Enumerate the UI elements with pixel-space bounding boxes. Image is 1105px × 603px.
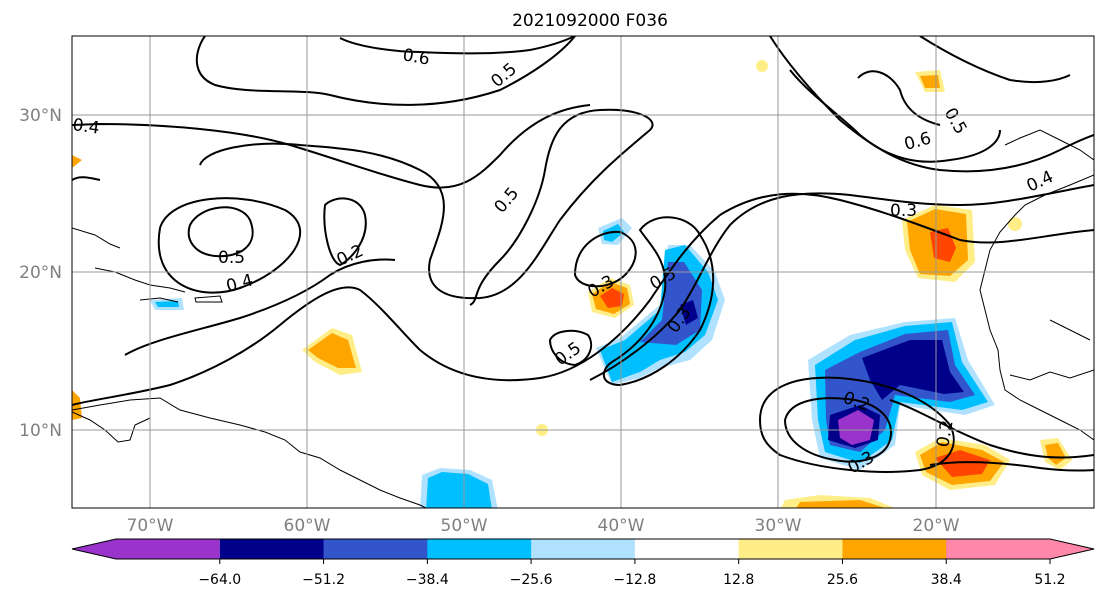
contour-label: 0.3 xyxy=(890,201,917,221)
lat-label-20n: 20°N xyxy=(19,263,62,283)
contour-0.3-west xyxy=(72,192,1094,406)
contour-0.2-east-low xyxy=(758,376,955,473)
lon-label-20w: 20°W xyxy=(913,516,960,536)
contour-0.4-loop xyxy=(199,108,654,306)
colorbar-segments xyxy=(72,539,1094,559)
colorbar-tick-label: −64.0 xyxy=(198,572,241,588)
colorbar: −64.0 −51.2 −38.4 −25.6 −12.8 12.8 25.6 38.4 51.… xyxy=(71,538,1095,588)
colorbar-segment xyxy=(738,539,843,559)
colorbar-segment xyxy=(634,539,740,559)
contour-label: 0.4 xyxy=(71,115,101,139)
lon-label-50w: 50°W xyxy=(441,516,488,536)
negative-anomaly-east-peak xyxy=(838,410,874,445)
negative-anomaly-east-deep xyxy=(862,340,964,400)
colorbar-tick-label: 12.8 xyxy=(723,572,754,588)
contour-0.2-west xyxy=(124,258,396,356)
map-title: 2021092000 F036 xyxy=(512,11,668,31)
colorbar-segment xyxy=(72,539,220,559)
lon-label-30w: 30°W xyxy=(755,516,802,536)
colorbar-tick-label: −25.6 xyxy=(510,572,553,588)
contour-0.3-inner xyxy=(573,230,637,288)
colorbar-segment xyxy=(842,539,947,559)
colorbar-tick-label: −38.4 xyxy=(406,572,449,588)
colorbar-tick-label: 38.4 xyxy=(931,572,962,588)
contour-label: 0.2 xyxy=(933,419,957,449)
lon-label-70w: 70°W xyxy=(127,516,174,536)
contour-0.5-east xyxy=(769,36,1094,173)
contour-label: 0.6 xyxy=(401,45,431,69)
contour-0.4-west xyxy=(72,104,591,189)
gridlines xyxy=(72,36,1094,508)
lon-label-60w: 60°W xyxy=(284,516,331,536)
contour-0.4-low xyxy=(157,197,301,294)
colorbar-segment xyxy=(946,539,1094,559)
plot-frame xyxy=(71,35,1095,509)
latitude-labels: 30°N 20°N 10°N xyxy=(19,106,62,441)
coastline-africa xyxy=(979,174,1094,441)
colorbar-tick-label: 25.6 xyxy=(827,572,858,588)
colorbar-outline xyxy=(71,538,1095,560)
colorbar-tick-label: −12.8 xyxy=(613,572,656,588)
contour-0.5-low xyxy=(187,206,254,258)
contour-0.5-north xyxy=(195,36,576,106)
lon-label-40w: 40°W xyxy=(598,516,645,536)
contour-0.5-central xyxy=(548,329,593,367)
contour-0.2-low xyxy=(323,197,367,267)
colorbar-segment xyxy=(531,539,636,559)
contour-label: 0.5 xyxy=(218,248,245,268)
lat-label-30n: 30°N xyxy=(19,106,62,126)
colorbar-ticks: −64.0 −51.2 −38.4 −25.6 −12.8 12.8 25.6 38.4 51.… xyxy=(198,559,1066,588)
colorbar-segment xyxy=(219,539,325,559)
map-plot-area: 0.6 0.5 0.4 0.5 0.2 0.4 0.5 0.3 0.5 0.3 … xyxy=(71,36,1094,508)
lat-label-10n: 10°N xyxy=(19,421,62,441)
negative-anomaly-central-peak xyxy=(680,300,698,325)
contour-0.4-east xyxy=(919,36,1071,84)
colorbar-segment xyxy=(323,539,428,559)
colorbar-tick-label: 51.2 xyxy=(1034,572,1065,588)
contour-0.4-central xyxy=(589,184,1094,381)
contour-0.3-east-low xyxy=(783,397,892,463)
colorbar-tick-label: −51.2 xyxy=(302,572,345,588)
coastline-caribbean xyxy=(72,227,121,249)
contour-lines xyxy=(72,36,1094,473)
contour-0.6-north xyxy=(339,36,576,55)
colorbar-segment xyxy=(427,539,532,559)
contour-0.5-central-2 xyxy=(602,216,715,387)
contour-0.2-south xyxy=(929,461,1094,472)
longitude-labels: 70°W 60°W 50°W 40°W 30°W 20°W xyxy=(127,516,960,536)
positive-anomaly-left-edge xyxy=(72,390,82,420)
